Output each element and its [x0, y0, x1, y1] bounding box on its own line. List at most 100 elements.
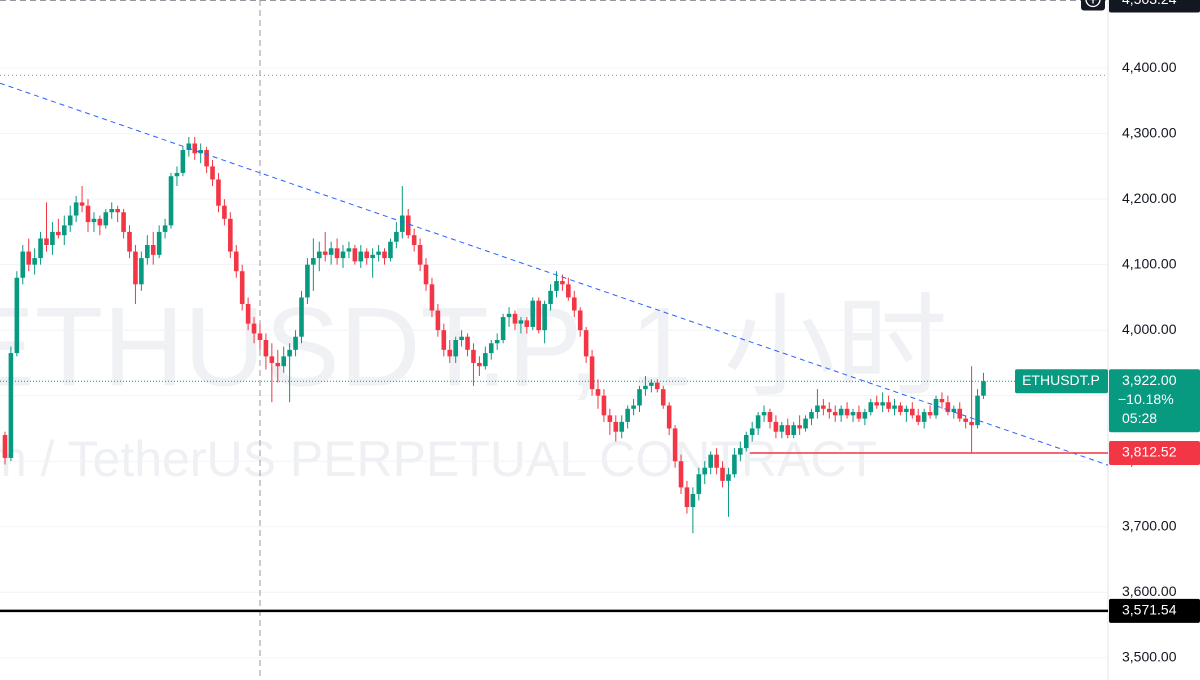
candle-body [382, 251, 387, 259]
candle-body [684, 487, 690, 508]
candle-body [779, 425, 785, 432]
candle-body [494, 340, 500, 344]
candle-body [536, 300, 542, 331]
candle-body [210, 166, 215, 180]
candle-body [690, 493, 696, 508]
candle-body [162, 225, 168, 232]
candle-body [8, 353, 14, 458]
candle-body [340, 251, 346, 259]
candle-body [121, 212, 126, 232]
candle-body [174, 172, 180, 177]
candle-body [921, 412, 927, 422]
candle-body [548, 290, 553, 304]
candle-body [838, 408, 844, 416]
candle-body [850, 412, 856, 416]
candle-body [566, 284, 571, 298]
candle-body [275, 362, 281, 367]
candle-body [453, 340, 458, 357]
candle-body [269, 356, 275, 363]
candle-body [429, 284, 435, 311]
candle-body [67, 215, 73, 226]
candle-body [216, 179, 221, 206]
candle-body [868, 402, 874, 413]
candle-body [678, 461, 684, 488]
candle-body [702, 467, 708, 475]
crosshair-label: 4,503.24 [1122, 0, 1177, 7]
candle-body [874, 402, 880, 406]
candle-body [50, 231, 55, 246]
candle-body [714, 454, 719, 468]
symbol-label: ETHUSDT.P [1022, 372, 1100, 388]
candle-body [328, 248, 334, 255]
candle-body [589, 356, 595, 390]
candle-body [127, 231, 132, 252]
candle-body [743, 434, 749, 449]
candle-body [951, 408, 957, 413]
candle-body [506, 313, 512, 318]
price-label: 3,571.54 [1122, 602, 1177, 618]
candle-body [322, 251, 328, 255]
symbol-label-box [1015, 369, 1108, 394]
candle-body [571, 297, 577, 311]
candle-body [370, 254, 375, 259]
candle-body [222, 205, 227, 219]
candle-body [477, 362, 482, 367]
candle-body [61, 225, 67, 236]
candle-body [726, 474, 731, 481]
candle-body [150, 245, 156, 255]
candle-body [720, 467, 725, 481]
candle-body [862, 412, 868, 419]
candle-body [26, 251, 32, 265]
last-price-label: 3,922.00 [1122, 372, 1177, 388]
candle-body [311, 258, 316, 265]
candle-body [939, 398, 945, 403]
candle-body [435, 310, 441, 331]
candle-body [631, 405, 636, 409]
candle-body [583, 330, 589, 357]
candle-body [447, 349, 453, 357]
candle-body [257, 333, 263, 340]
candle-body [145, 245, 150, 259]
candle-body [79, 202, 85, 206]
candle-body [708, 454, 713, 468]
y-tick-label: 4,300.00 [1122, 124, 1177, 140]
candle-body [880, 402, 885, 406]
candle-body [524, 320, 530, 327]
trend-line [0, 82, 1109, 466]
candle-body [168, 176, 174, 226]
candle-body [625, 408, 630, 422]
y-tick-label: 3,500.00 [1122, 648, 1177, 664]
candle-body [767, 412, 773, 422]
candle-body [400, 215, 405, 232]
candle-body [826, 408, 832, 413]
y-tick-label: 4,000.00 [1122, 321, 1177, 337]
price-change: −10.18% [1118, 391, 1174, 407]
candle-body [957, 408, 963, 419]
candle-body [660, 389, 666, 406]
candle-body [666, 405, 672, 429]
y-tick-label: 3,600.00 [1122, 583, 1177, 599]
candle-body [542, 303, 547, 331]
candle-body [20, 251, 26, 278]
candle-body [38, 238, 43, 259]
candle-body [749, 428, 755, 435]
price-label-box [1109, 440, 1200, 465]
candle-body [198, 150, 203, 154]
candle-body [352, 248, 358, 262]
candle-body [607, 415, 613, 422]
candle-body [56, 231, 61, 236]
candle-body [844, 408, 850, 416]
candle-body [601, 395, 607, 416]
candle-body [14, 277, 20, 354]
candle-body [595, 389, 601, 396]
candle-body [44, 238, 49, 246]
candle-body [809, 412, 814, 419]
candle-body [500, 317, 506, 340]
watermark-description: Ethereum / TetherUS PERPETUAL CONTRACT [0, 431, 877, 487]
candle-body [305, 264, 310, 298]
y-tick-label: 3,700.00 [1122, 517, 1177, 533]
candle-body [346, 248, 352, 252]
candle-body [204, 150, 209, 167]
candle-body [619, 421, 625, 432]
